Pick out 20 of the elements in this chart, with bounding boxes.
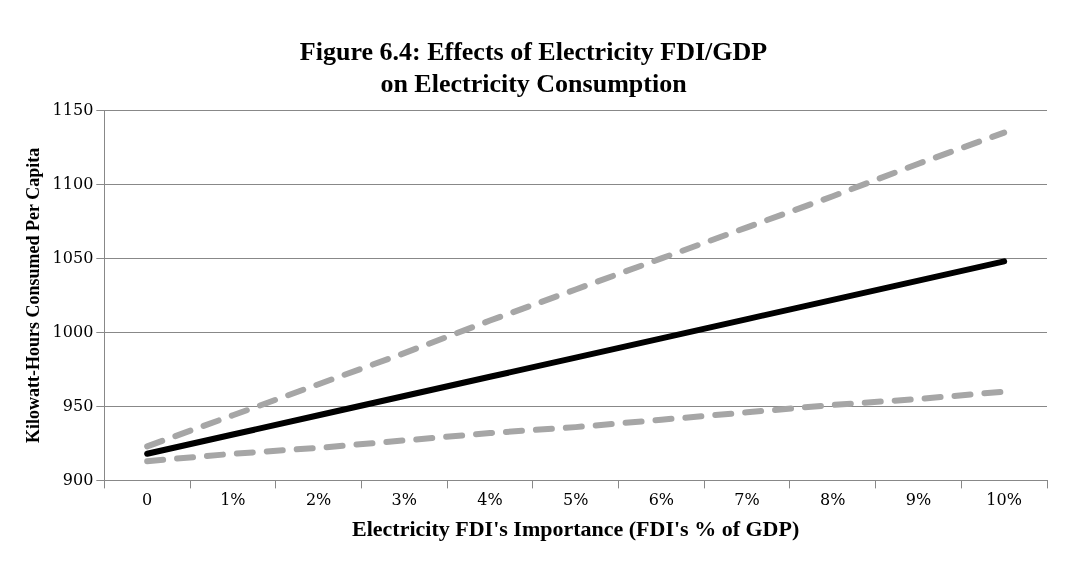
x-tick-label: 1% [220,490,246,510]
y-tick-label: 900 [62,469,94,489]
x-tick-label: 5% [562,490,589,510]
y-axis-title: Kilowatt-Hours Consumed Per Capita [23,147,44,443]
y-tick-label: 1000 [52,321,94,341]
x-tick-label: 8% [820,490,846,510]
y-tick-label: 950 [62,395,94,415]
x-tick-label: 0 [142,490,153,510]
x-tick-label: 6% [648,490,675,510]
y-tick-label: 1150 [52,99,94,119]
x-tick-label: 3% [391,490,417,510]
x-tick-label: 4% [477,490,503,510]
x-tick-label: 10% [986,490,1022,510]
y-tick-label: 1100 [52,173,94,193]
x-tick-label: 7% [734,490,760,510]
x-tick-label: 2% [305,490,332,510]
chart-title: Figure 6.4: Effects of Electricity FDI/GDP on Electricity Consumption [299,37,768,98]
x-tick-label: 9% [905,490,932,510]
y-tick-label: 1050 [52,247,94,267]
x-axis-title: Electricity FDI's Importance (FDI's % of GDP) [352,516,800,542]
